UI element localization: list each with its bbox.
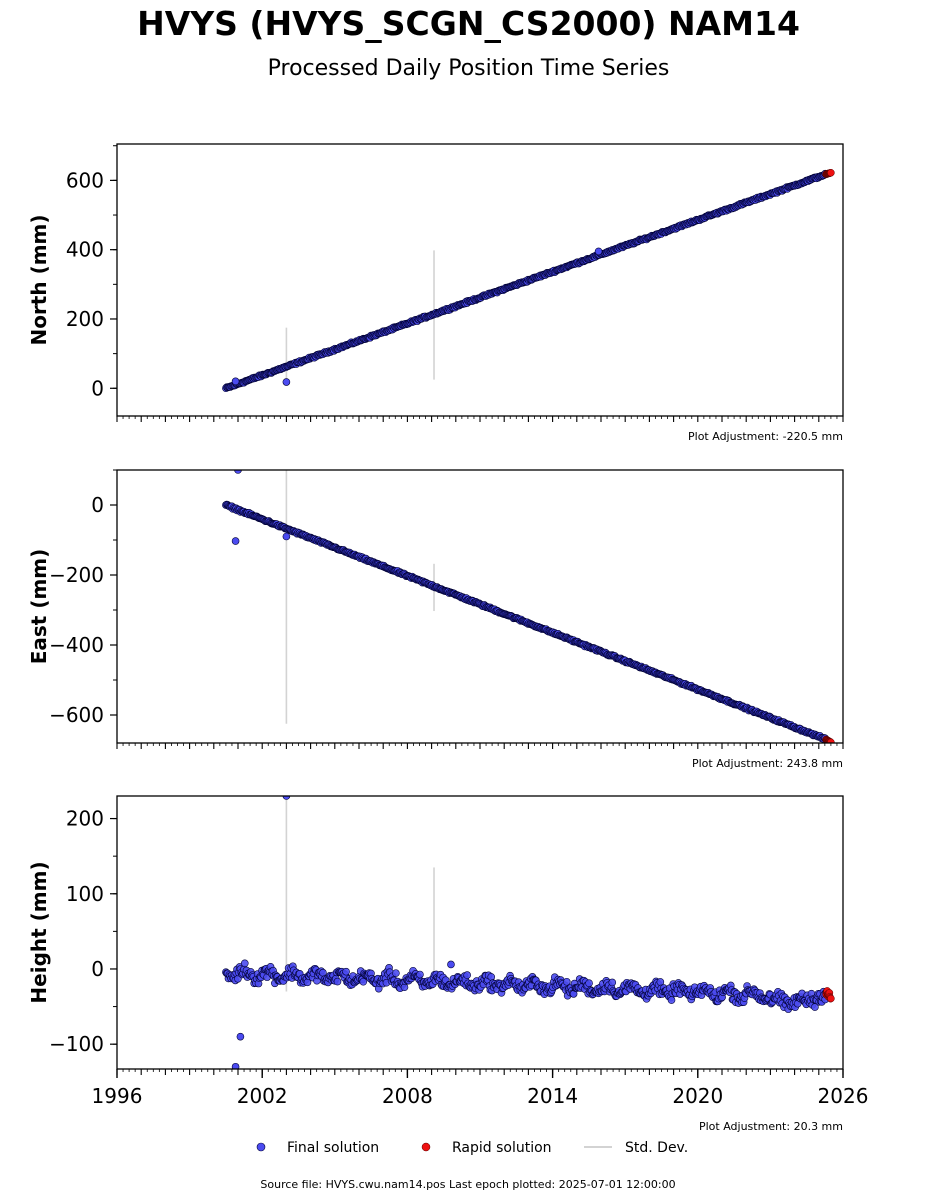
y-tick-label: 600 bbox=[66, 168, 104, 192]
panel-height: 200 100 0 −100 1996 2002 2008 2014 2020 2026 Heigh… bbox=[27, 795, 869, 1133]
x-tick-label: 2020 bbox=[672, 1084, 723, 1108]
final-solution-point bbox=[416, 970, 424, 979]
panel-frame bbox=[116, 795, 844, 1070]
y-tick-label: −600 bbox=[49, 703, 104, 727]
y-tick-label: 400 bbox=[66, 238, 104, 262]
final-solution-point bbox=[333, 977, 342, 986]
plot-adjustment-text: Plot Adjustment: 20.3 mm bbox=[699, 1120, 843, 1133]
chart-subtitle: Processed Daily Position Time Series bbox=[267, 56, 670, 81]
plot-adjustment-text: Plot Adjustment: -220.5 mm bbox=[688, 430, 843, 443]
plot-area bbox=[222, 470, 835, 743]
panel-north: 0 200 400 600 North (mm) Plot Adjustment: -22… bbox=[27, 143, 844, 443]
chart-title: HVYS (HVYS_SCGN_CS2000) NAM14 bbox=[137, 4, 800, 43]
legend-final-marker bbox=[256, 1142, 266, 1152]
y-tick-label: 0 bbox=[91, 493, 104, 517]
outlier-point bbox=[282, 532, 291, 541]
y-tick-label: 0 bbox=[91, 376, 104, 400]
outlier-point bbox=[231, 1062, 240, 1069]
final-solution-point bbox=[463, 971, 471, 979]
plot-area bbox=[222, 796, 835, 1069]
final-solution-point bbox=[562, 977, 571, 986]
x-tick-label: 1996 bbox=[92, 1084, 143, 1108]
panel-frame bbox=[116, 143, 844, 417]
x-tick-label: 2026 bbox=[818, 1084, 869, 1108]
legend-stddev-label: Std. Dev. bbox=[625, 1140, 688, 1156]
final-solution-point bbox=[342, 967, 350, 976]
rapid-solution-point bbox=[827, 994, 835, 1003]
outlier-point bbox=[231, 377, 240, 386]
x-tick-label: 2002 bbox=[237, 1084, 288, 1108]
y-tick-label: −400 bbox=[49, 633, 104, 657]
final-solution-point bbox=[240, 959, 249, 968]
outlier-point bbox=[231, 537, 240, 545]
final-solution-point bbox=[608, 978, 617, 987]
final-solution-point bbox=[585, 979, 593, 987]
outlier-point bbox=[234, 470, 242, 474]
plot-adjustment-text: Plot Adjustment: 243.8 mm bbox=[692, 757, 843, 770]
outlier-point bbox=[594, 247, 603, 256]
legend-final-label: Final solution bbox=[287, 1140, 379, 1156]
final-solution-point bbox=[319, 968, 327, 977]
legend-rapid-label: Rapid solution bbox=[452, 1140, 552, 1156]
y-tick-label: 100 bbox=[66, 882, 104, 906]
outlier-point bbox=[282, 796, 291, 800]
final-solution-point bbox=[667, 996, 676, 1004]
rapid-solution-point bbox=[827, 738, 835, 743]
legend-rapid-marker bbox=[421, 1142, 431, 1152]
y-tick-label: −100 bbox=[49, 1032, 104, 1056]
y-axis-label: Height (mm) bbox=[27, 861, 51, 1003]
outlier-point bbox=[282, 378, 291, 386]
source-footer: Source file: HVYS.cwu.nam14.pos Last epo… bbox=[260, 1178, 675, 1191]
y-axis-label: North (mm) bbox=[27, 214, 51, 345]
rapid-solution-point bbox=[827, 169, 835, 177]
outlier-point bbox=[447, 960, 455, 969]
legend: Final solution Rapid solution Std. Dev. bbox=[256, 1140, 688, 1156]
y-tick-label: 0 bbox=[91, 957, 104, 981]
panel-east: 0 −200 −400 −600 East (mm) Plot Adjustment: 2… bbox=[27, 469, 844, 770]
y-axis-label: East (mm) bbox=[27, 549, 51, 665]
y-tick-label: −200 bbox=[49, 563, 104, 587]
plot-area bbox=[222, 169, 835, 392]
x-tick-label: 2008 bbox=[382, 1084, 433, 1108]
y-tick-label: 200 bbox=[66, 807, 104, 831]
final-solution-point bbox=[392, 969, 400, 977]
x-tick-label: 2014 bbox=[527, 1084, 578, 1108]
y-tick-label: 200 bbox=[66, 307, 104, 331]
outlier-point bbox=[236, 1032, 245, 1041]
